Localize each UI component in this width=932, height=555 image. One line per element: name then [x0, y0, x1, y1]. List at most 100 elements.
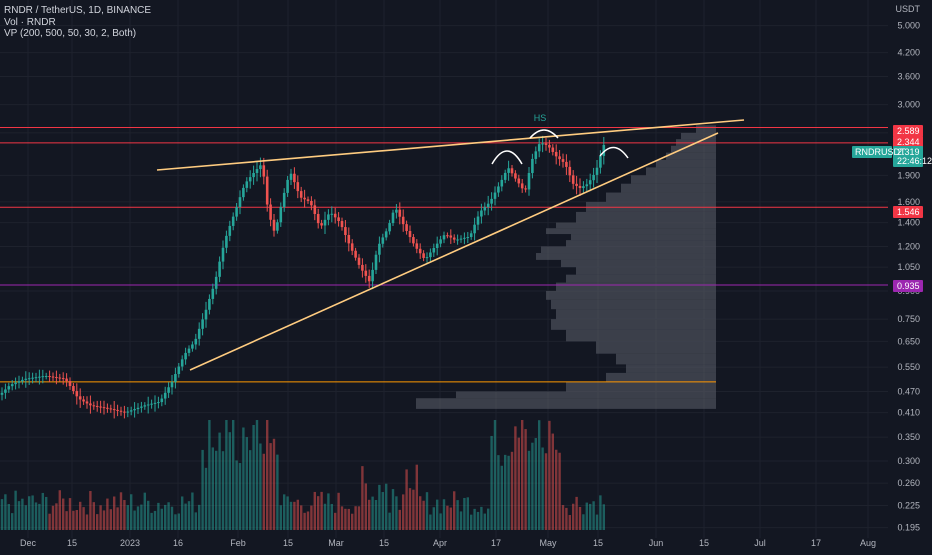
- volume-profile-bar: [566, 382, 716, 392]
- volume-bar: [361, 466, 363, 530]
- candle-body: [548, 145, 551, 148]
- volume-bar: [297, 500, 299, 530]
- candle-body: [246, 181, 249, 187]
- candle-body: [62, 378, 65, 379]
- candle-body: [558, 156, 561, 159]
- candle-body: [269, 205, 272, 220]
- candle-body: [229, 226, 232, 236]
- volume-bar: [599, 495, 601, 530]
- candle-body: [456, 239, 459, 240]
- candle-body: [337, 217, 340, 221]
- candle-body: [273, 220, 276, 231]
- volume-bar: [487, 509, 489, 530]
- candle-body: [59, 378, 62, 379]
- candle-body: [157, 402, 160, 403]
- volume-bar: [191, 492, 193, 530]
- x-tick-label: 15: [283, 538, 293, 548]
- volume-bar: [147, 501, 149, 530]
- volume-bar: [161, 509, 163, 530]
- volume-bar: [276, 455, 278, 530]
- candle-body: [518, 179, 521, 184]
- volume-bar: [507, 456, 509, 530]
- candle-body: [528, 173, 531, 189]
- candle-body: [150, 404, 153, 405]
- volume-bar: [314, 492, 316, 530]
- candle-body: [334, 214, 337, 218]
- volume-bar: [127, 505, 129, 530]
- volume-legend[interactable]: Vol · RNDR: [4, 17, 151, 29]
- volume-bar: [307, 511, 309, 530]
- volume-profile-bar: [566, 275, 716, 283]
- volume-bar: [205, 468, 207, 530]
- volume-bar: [450, 508, 452, 530]
- candle-body: [358, 258, 361, 265]
- x-tick-label: Jul: [754, 538, 766, 548]
- volume-profile-bar: [646, 167, 716, 175]
- candle-body: [354, 251, 357, 258]
- volume-bar: [443, 499, 445, 530]
- volume-profile-bar: [556, 309, 716, 319]
- volume-bar: [439, 513, 441, 530]
- y-tick-label: 0.260: [897, 478, 920, 488]
- x-tick-label: 15: [699, 538, 709, 548]
- candle-body: [531, 159, 534, 173]
- candle-body: [307, 199, 310, 201]
- volume-profile-bar: [551, 300, 716, 309]
- volume-bar: [446, 506, 448, 530]
- volume-bar: [96, 514, 98, 530]
- volume-profile-bar: [566, 330, 716, 341]
- volume-profile-bar: [606, 373, 716, 382]
- volume-bar: [511, 452, 513, 530]
- candle-body: [385, 231, 388, 237]
- candle-body: [589, 180, 592, 184]
- hs-label: HS: [534, 113, 547, 123]
- volume-bar: [371, 497, 373, 530]
- candle-body: [21, 380, 24, 381]
- volume-bar: [21, 499, 23, 530]
- volume-bar: [422, 501, 424, 530]
- candle-body: [178, 367, 181, 375]
- candle-body: [205, 310, 208, 320]
- volume-bar: [579, 507, 581, 530]
- volume-bar: [123, 500, 125, 530]
- candle-body: [215, 277, 218, 289]
- candle-body: [38, 377, 41, 378]
- volume-profile-bar: [541, 246, 716, 253]
- candle-body: [225, 236, 228, 248]
- y-tick-label: 0.350: [897, 432, 920, 442]
- volume-bar: [222, 451, 224, 530]
- volume-profile-bar: [546, 228, 716, 234]
- volume-profile-legend[interactable]: VP (200, 500, 50, 30, 2, Both): [4, 28, 151, 40]
- candle-body: [89, 403, 92, 405]
- candle-body: [45, 376, 48, 377]
- candle-body: [348, 235, 351, 243]
- candle-body: [344, 227, 347, 235]
- volume-bar: [348, 509, 350, 530]
- candle-body: [586, 184, 589, 186]
- x-tick-label: 15: [379, 538, 389, 548]
- candle-body: [140, 407, 143, 408]
- candle-body: [487, 204, 490, 207]
- volume-bar: [239, 463, 241, 530]
- candle-body: [395, 210, 398, 213]
- y-tick-label: 1.200: [897, 241, 920, 251]
- candle-body: [504, 173, 507, 180]
- volume-bar: [25, 505, 27, 530]
- volume-bar: [235, 460, 237, 530]
- volume-bar: [484, 514, 486, 530]
- price-tag-label: 0.935: [897, 281, 920, 291]
- volume-bar: [467, 497, 469, 530]
- volume-bar: [504, 455, 506, 530]
- candle-body: [460, 239, 463, 240]
- volume-bar: [575, 497, 577, 530]
- y-tick-label: 1.600: [897, 197, 920, 207]
- symbol-legend[interactable]: RNDR / TetherUS, 1D, BINANCE: [4, 5, 151, 17]
- volume-bar: [72, 511, 74, 530]
- candle-body: [538, 144, 541, 151]
- candle-body: [198, 329, 201, 339]
- volume-bar: [317, 496, 319, 530]
- volume-bar: [86, 514, 88, 530]
- volume-bar: [589, 504, 591, 530]
